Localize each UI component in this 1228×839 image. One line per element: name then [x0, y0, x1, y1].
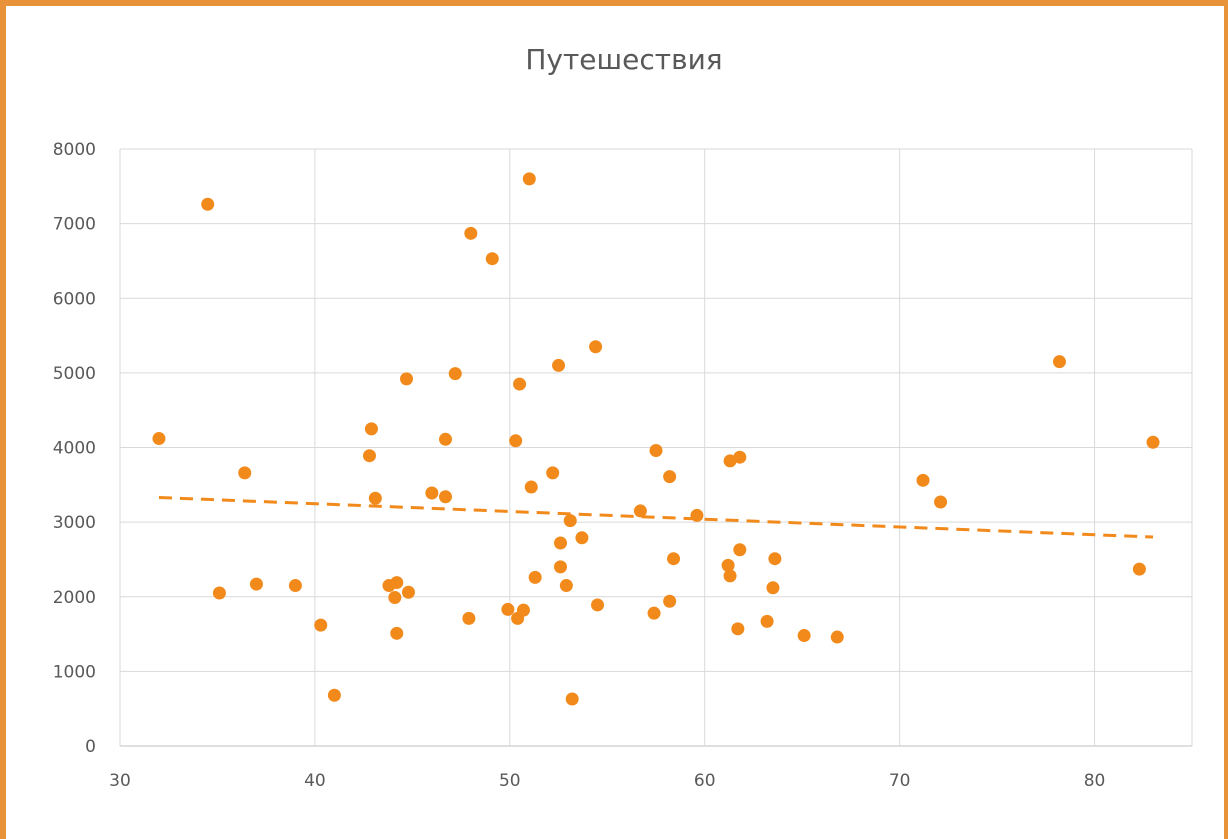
data-point-64 [1146, 435, 1160, 449]
data-point-0 [152, 432, 166, 446]
data-point-24 [501, 602, 515, 616]
data-point-47 [667, 552, 681, 566]
data-point-60 [916, 473, 930, 487]
data-point-10 [368, 491, 382, 505]
data-point-48 [690, 508, 704, 522]
data-point-6 [314, 618, 328, 632]
data-point-29 [522, 172, 536, 186]
data-point-15 [400, 372, 414, 386]
data-point-55 [760, 614, 774, 628]
data-point-41 [591, 598, 605, 612]
data-point-8 [362, 449, 376, 463]
y-tick-label: 2000 [53, 588, 96, 608]
data-point-40 [589, 340, 603, 354]
data-point-43 [647, 606, 661, 620]
data-point-27 [513, 377, 527, 391]
y-tick-label: 1000 [53, 662, 96, 682]
data-point-13 [390, 576, 404, 590]
x-tick-label: 40 [304, 771, 326, 791]
y-tick-label: 4000 [53, 439, 96, 459]
x-tick-label: 60 [694, 771, 716, 791]
data-point-14 [390, 626, 404, 640]
data-point-42 [633, 504, 647, 518]
data-point-38 [565, 692, 579, 706]
data-point-25 [509, 434, 523, 448]
data-point-3 [238, 466, 252, 480]
data-points [152, 172, 1160, 706]
grid-lines [119, 148, 1193, 747]
data-point-7 [327, 688, 341, 702]
data-point-37 [563, 514, 577, 528]
data-point-4 [249, 577, 263, 591]
data-point-18 [438, 490, 452, 504]
data-point-49 [721, 558, 735, 572]
y-tick-label: 5000 [53, 364, 96, 384]
data-point-45 [663, 470, 677, 484]
data-point-61 [934, 495, 948, 509]
chart-title: Путешествия [525, 43, 722, 76]
data-point-50 [723, 454, 737, 468]
data-point-46 [663, 594, 677, 608]
data-point-53 [733, 450, 747, 464]
tick-labels: 0 1000 2000 3000 4000 5000 6000 7000 8000 30 40 50 6… [53, 140, 1106, 791]
data-point-2 [212, 586, 226, 600]
data-point-17 [425, 486, 439, 500]
data-point-54 [733, 543, 747, 557]
data-point-5 [288, 579, 302, 593]
data-point-28 [516, 603, 530, 617]
data-point-57 [768, 552, 782, 566]
data-point-12 [388, 590, 402, 604]
data-point-9 [364, 422, 378, 436]
y-tick-label: 3000 [53, 513, 96, 533]
data-point-34 [553, 536, 567, 550]
data-point-51 [723, 569, 737, 583]
data-point-56 [766, 581, 780, 595]
y-tick-label: 8000 [53, 140, 96, 160]
data-point-58 [797, 629, 811, 643]
data-point-59 [830, 630, 844, 644]
data-point-36 [559, 579, 573, 593]
trendline [158, 495, 1154, 539]
data-point-63 [1132, 562, 1146, 576]
x-tick-label: 80 [1084, 771, 1106, 791]
data-point-20 [448, 367, 462, 381]
data-point-52 [731, 622, 745, 636]
data-point-44 [649, 443, 663, 457]
data-point-35 [553, 560, 567, 574]
data-point-33 [552, 358, 566, 372]
data-point-23 [485, 252, 499, 266]
y-tick-label: 6000 [53, 289, 96, 309]
data-point-31 [528, 570, 542, 584]
data-point-21 [462, 611, 476, 625]
y-tick-label: 7000 [53, 215, 96, 235]
data-point-19 [438, 432, 452, 446]
data-point-39 [575, 531, 589, 545]
x-tick-label: 70 [889, 771, 911, 791]
x-tick-label: 30 [109, 771, 131, 791]
y-tick-label: 0 [85, 737, 96, 757]
data-point-1 [201, 197, 215, 211]
data-point-16 [401, 585, 415, 599]
x-tick-label: 50 [499, 771, 521, 791]
trendline-group [158, 495, 1154, 539]
data-point-32 [546, 466, 560, 480]
data-point-62 [1052, 355, 1066, 369]
data-point-30 [524, 480, 538, 494]
data-point-22 [464, 226, 478, 240]
